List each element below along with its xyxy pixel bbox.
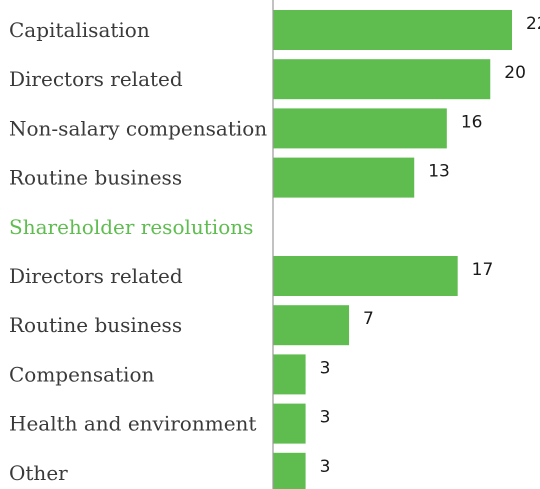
- value-label: 16: [461, 112, 483, 132]
- category-label: Directors related: [9, 264, 183, 288]
- value-label: 17: [472, 260, 494, 280]
- section-header: Shareholder resolutions: [9, 215, 253, 239]
- bar: [273, 157, 415, 198]
- value-label: 3: [320, 408, 331, 428]
- value-label: 20: [504, 63, 526, 83]
- bar: [273, 305, 350, 346]
- bar: [273, 256, 458, 296]
- category-label: Capitalisation: [9, 18, 150, 42]
- category-label: Compensation: [9, 362, 154, 386]
- bar: [273, 10, 512, 50]
- category-label: Other: [9, 461, 68, 485]
- value-label: 7: [363, 309, 374, 329]
- chart-rows: Capitalisation 22 Directors related 20 Non-s…: [9, 10, 540, 489]
- category-label: Routine business: [9, 313, 182, 337]
- category-label: Routine business: [9, 166, 182, 190]
- value-label: 13: [428, 162, 450, 182]
- value-label: 3: [320, 358, 331, 378]
- category-label: Non-salary compensation: [9, 116, 267, 140]
- category-label: Health and environment: [9, 412, 256, 436]
- bar: [273, 354, 306, 395]
- bar: [273, 108, 447, 149]
- bar: [273, 452, 306, 489]
- bar: [273, 403, 306, 444]
- value-label: 3: [320, 457, 331, 477]
- category-label: Directors related: [9, 67, 183, 91]
- bar: [273, 59, 491, 100]
- value-label: 22: [526, 14, 540, 34]
